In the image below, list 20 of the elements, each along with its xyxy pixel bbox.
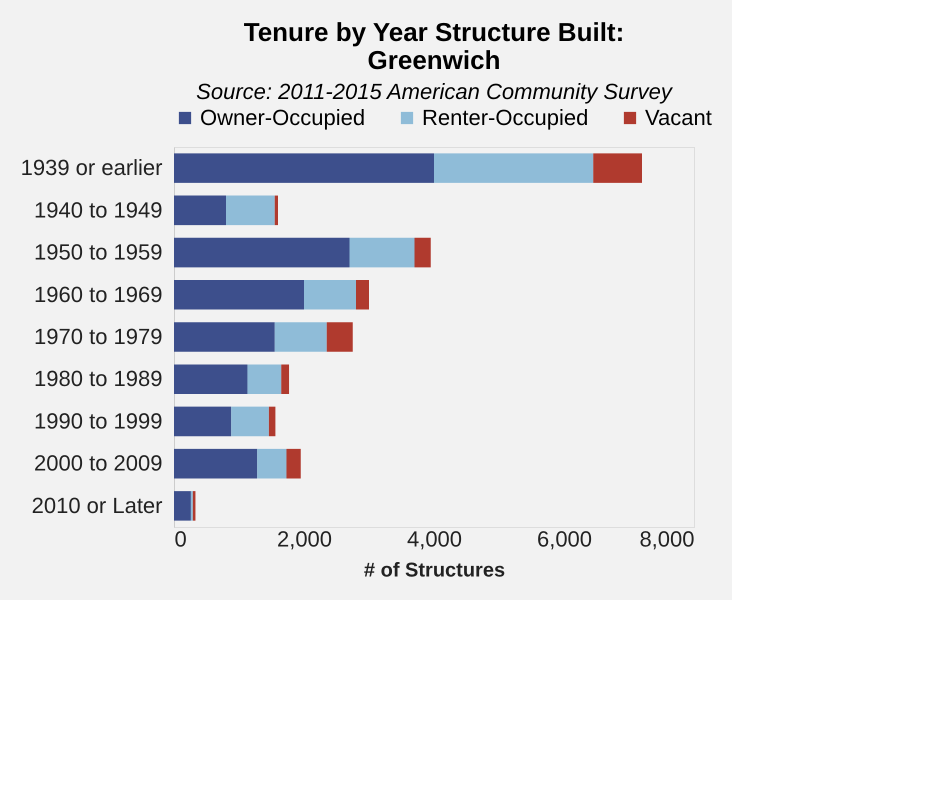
chart-subtitle: Source: 2011-2015 American Community Survey: [196, 79, 674, 104]
legend-label: Owner-Occupied: [200, 105, 366, 130]
y-tick-label: 1950 to 1959: [34, 240, 162, 265]
y-tick-label: 1940 to 1949: [34, 197, 162, 222]
y-tick-label: 2010 or Later: [32, 492, 162, 518]
legend-label: Renter-Occupied: [422, 105, 588, 130]
x-axis-title: # of Structures: [364, 560, 506, 582]
x-tick-label: 2,000: [276, 526, 332, 552]
x-tick-label: 6,000: [536, 526, 592, 552]
y-tick-label: 1939 or earlier: [20, 155, 162, 180]
y-tick-label: 2000 to 2009: [34, 450, 162, 476]
y-tick-label: 1990 to 1999: [34, 408, 162, 434]
chart-title: Tenure by Year Structure Built: Greenwich: [244, 17, 624, 75]
x-tick-label: 4,000: [406, 526, 462, 552]
legend-label: Vacant: [645, 105, 712, 130]
y-tick-label: 1970 to 1979: [34, 324, 162, 349]
y-tick-label: 1960 to 1969: [34, 282, 162, 307]
x-tick-label: 0: [174, 526, 187, 552]
y-tick-label: 1980 to 1989: [34, 366, 162, 392]
x-tick-label: 8,000: [639, 526, 694, 552]
